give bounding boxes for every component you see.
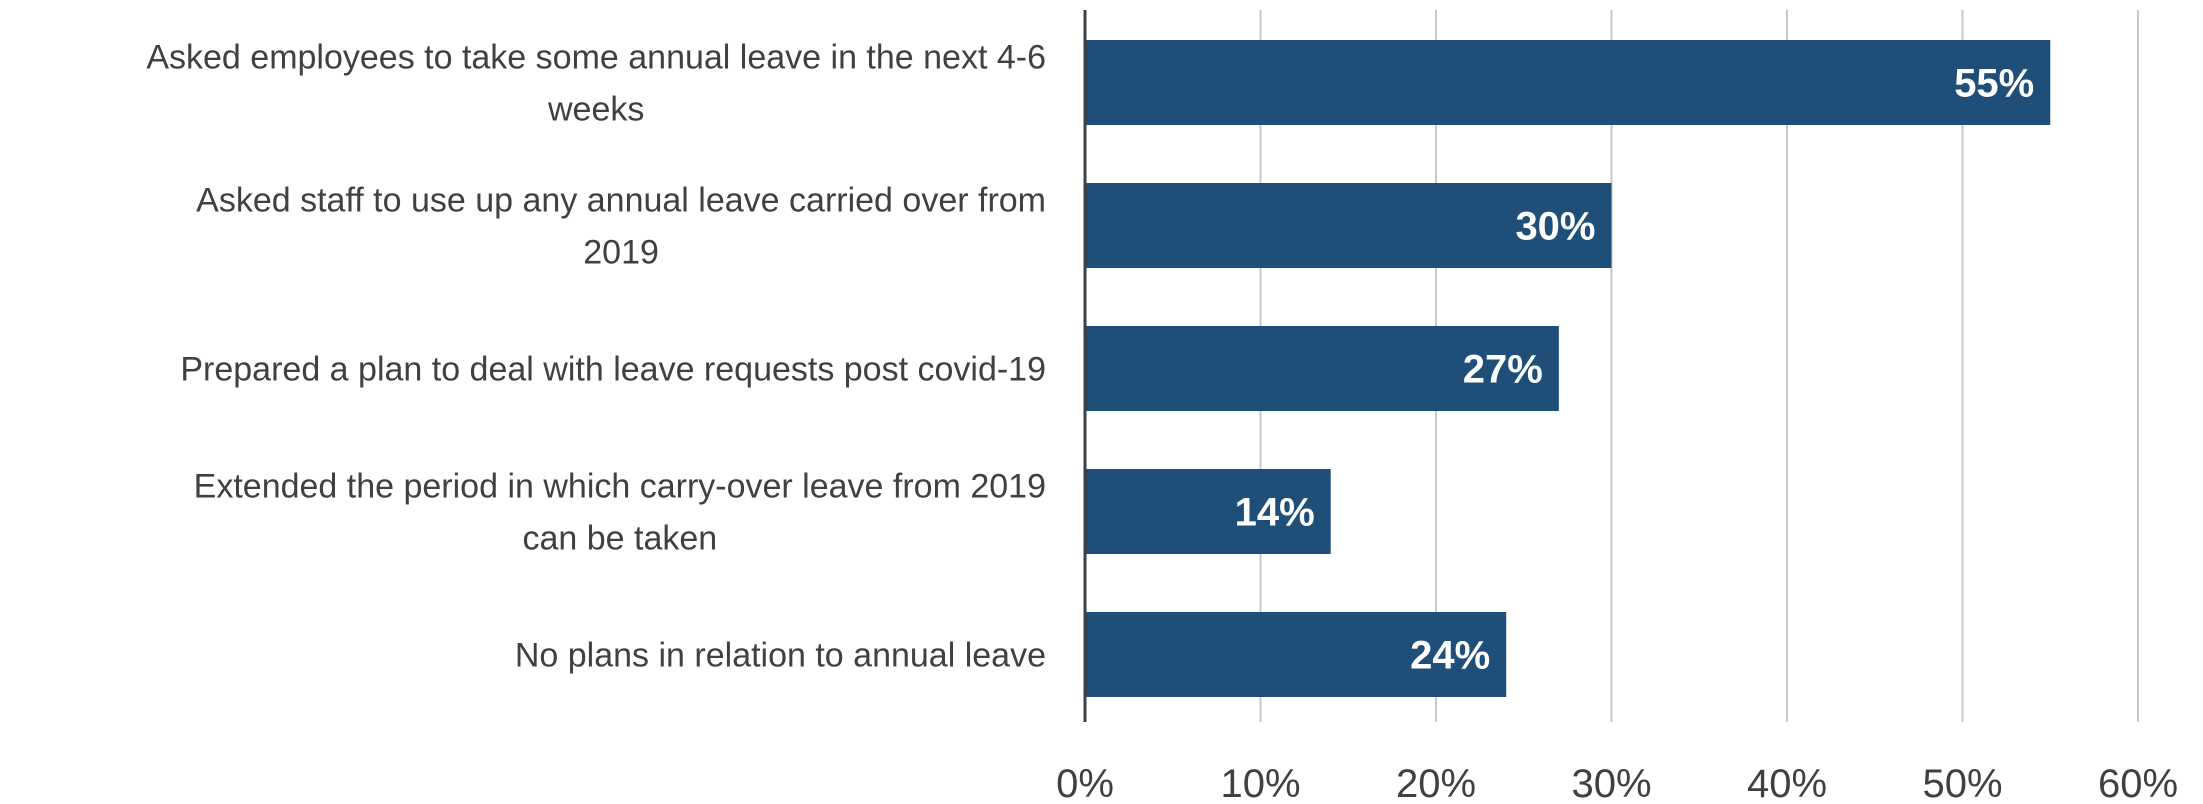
category-label: No plans in relation to annual leave (515, 637, 1046, 675)
category-label-line: No plans in relation to annual leave (515, 637, 1046, 675)
gridlines (1259, 10, 2139, 722)
bar (1085, 612, 1507, 697)
category-label: Extended the period in which carry-over … (194, 468, 1046, 558)
data-label: 14% (1235, 491, 1315, 535)
category-label-line: Prepared a plan to deal with leave reque… (180, 351, 1046, 389)
category-label: Asked employees to take some annual leav… (146, 39, 1046, 129)
category-label: Prepared a plan to deal with leave reque… (180, 351, 1046, 389)
x-tick-label: 40% (1747, 762, 1827, 804)
x-tick-label: 20% (1396, 762, 1476, 804)
x-tick-label: 0% (1056, 762, 1114, 804)
x-tick-label: 10% (1220, 762, 1300, 804)
bar (1085, 40, 2051, 125)
data-label: 24% (1410, 634, 1490, 678)
category-label: Asked staff to use up any annual leave c… (196, 182, 1046, 272)
category-label-line: can be taken (522, 520, 717, 558)
data-label: 27% (1463, 348, 1543, 392)
category-label-line: weeks (547, 91, 644, 129)
bars (1085, 40, 2051, 697)
bar (1085, 183, 1612, 268)
category-label-line: Asked employees to take some annual leav… (146, 39, 1046, 77)
x-tick-label: 30% (1571, 762, 1651, 804)
x-tick-label: 50% (1922, 762, 2002, 804)
bar (1085, 469, 1331, 554)
data-label: 55% (1954, 62, 2034, 106)
bar (1085, 326, 1559, 411)
x-tick-label: 60% (2098, 762, 2178, 804)
category-label-line: Extended the period in which carry-over … (194, 468, 1046, 506)
category-label-line: Asked staff to use up any annual leave c… (196, 182, 1046, 220)
labels: 0% 10% 20% 30% 40% 50% 60% 55% Asked employees t… (146, 39, 2178, 804)
category-label-line: 2019 (583, 234, 659, 272)
data-label: 30% (1515, 205, 1595, 249)
